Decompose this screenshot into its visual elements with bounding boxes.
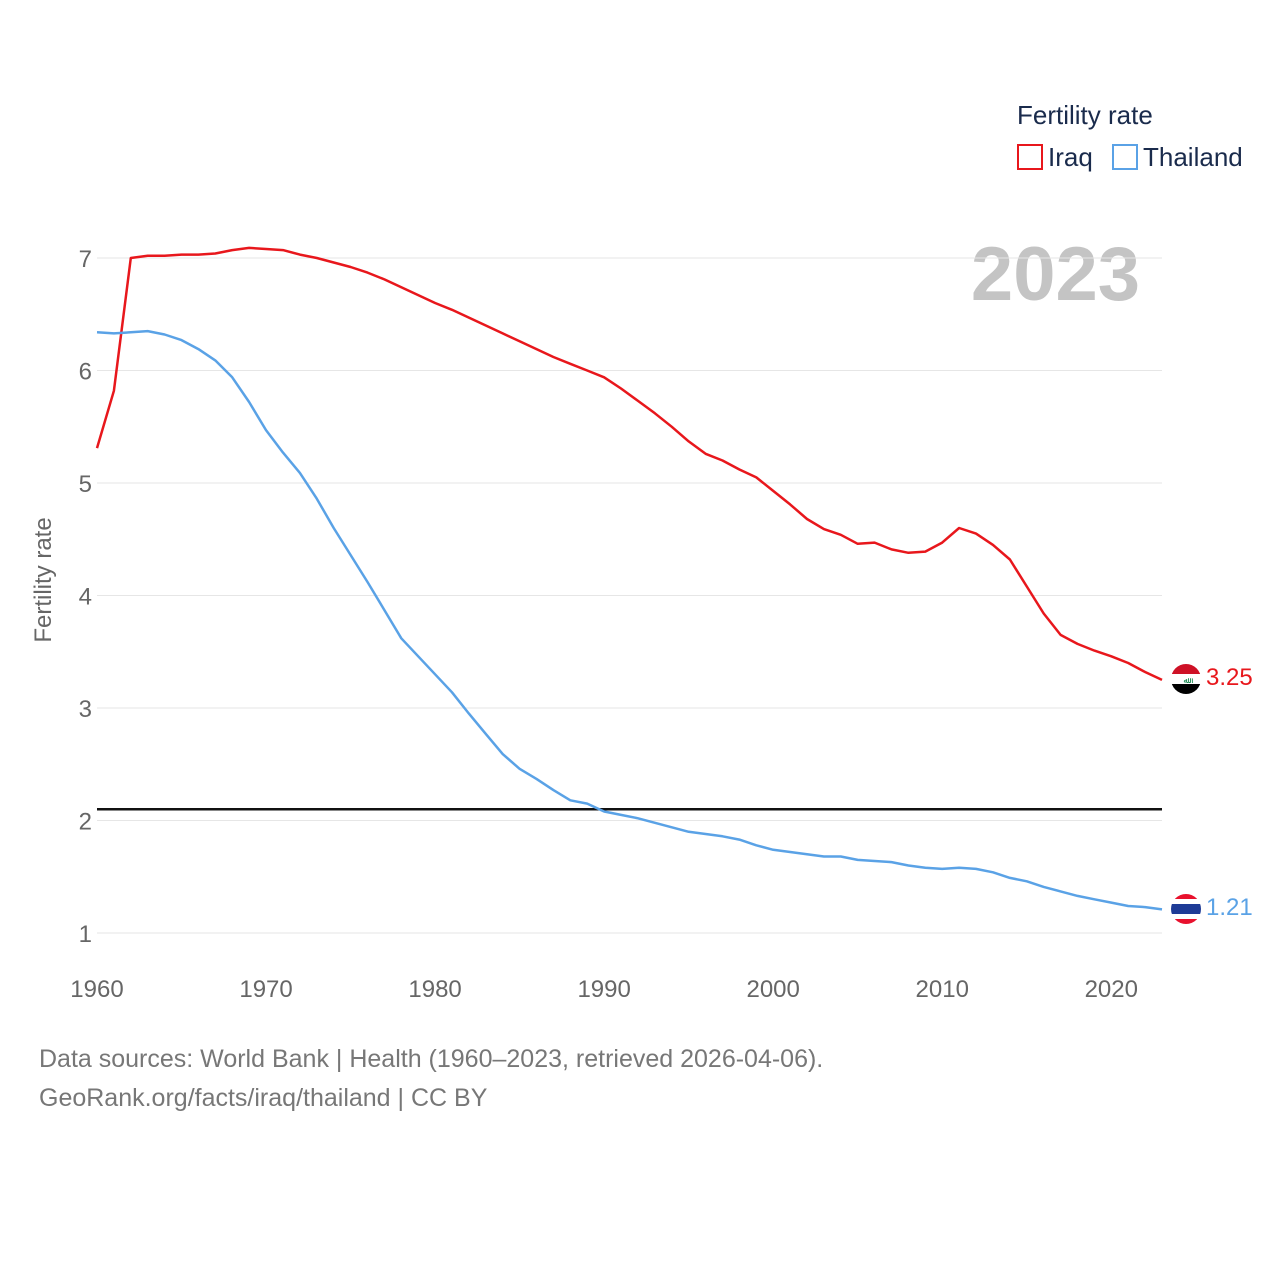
y-tick-label: 2 <box>79 809 92 836</box>
fertility-rate-chart: Fertility rate Iraq Thailand 2023 Fertil… <box>30 100 1253 1003</box>
y-tick-label: 7 <box>79 246 92 273</box>
y-axis-ticks: 1 2 3 4 5 6 7 <box>79 246 92 948</box>
gridlines <box>97 257 1162 934</box>
series-lines <box>95 246 1163 911</box>
legend-label-iraq: Iraq <box>1048 142 1093 172</box>
legend-item-thailand[interactable]: Thailand <box>1112 142 1243 172</box>
year-label: 2023 <box>971 232 1140 317</box>
x-tick-label: 2010 <box>916 976 969 1003</box>
legend-swatch-iraq <box>1017 144 1043 170</box>
y-tick-label: 6 <box>79 359 92 386</box>
legend-swatch-thailand <box>1112 144 1138 170</box>
x-tick-label: 2000 <box>746 976 799 1003</box>
legend-item-iraq[interactable]: Iraq <box>1017 142 1093 172</box>
x-tick-label: 2020 <box>1085 976 1138 1003</box>
thailand-flag-icon <box>1171 894 1201 924</box>
x-tick-label: 1990 <box>577 976 630 1003</box>
x-axis-ticks: 1960 1970 1980 1990 2000 2010 2020 <box>70 976 1138 1003</box>
x-tick-label: 1970 <box>239 976 292 1003</box>
y-axis-title: Fertility rate <box>30 517 57 642</box>
x-tick-label: 1980 <box>408 976 461 1003</box>
series-line-thailand[interactable] <box>96 329 1163 911</box>
footer-attribution[interactable]: GeoRank.org/facts/iraq/thailand | CC BY <box>39 1084 488 1112</box>
y-tick-label: 4 <box>79 584 92 611</box>
y-tick-label: 3 <box>79 696 92 723</box>
iraq-flag-icon: ﷲ <box>1171 664 1201 694</box>
footer-sources: Data sources: World Bank | Health (1960–… <box>39 1045 824 1073</box>
series-line-iraq[interactable] <box>95 246 1163 682</box>
end-value-thailand: 1.21 <box>1206 894 1253 921</box>
end-value-iraq: 3.25 <box>1206 664 1253 691</box>
legend: Fertility rate Iraq Thailand <box>1017 100 1243 172</box>
legend-label-thailand: Thailand <box>1143 142 1243 172</box>
y-tick-label: 1 <box>79 921 92 948</box>
legend-title: Fertility rate <box>1017 100 1153 130</box>
y-tick-label: 5 <box>79 471 92 498</box>
x-tick-label: 1960 <box>70 976 123 1003</box>
